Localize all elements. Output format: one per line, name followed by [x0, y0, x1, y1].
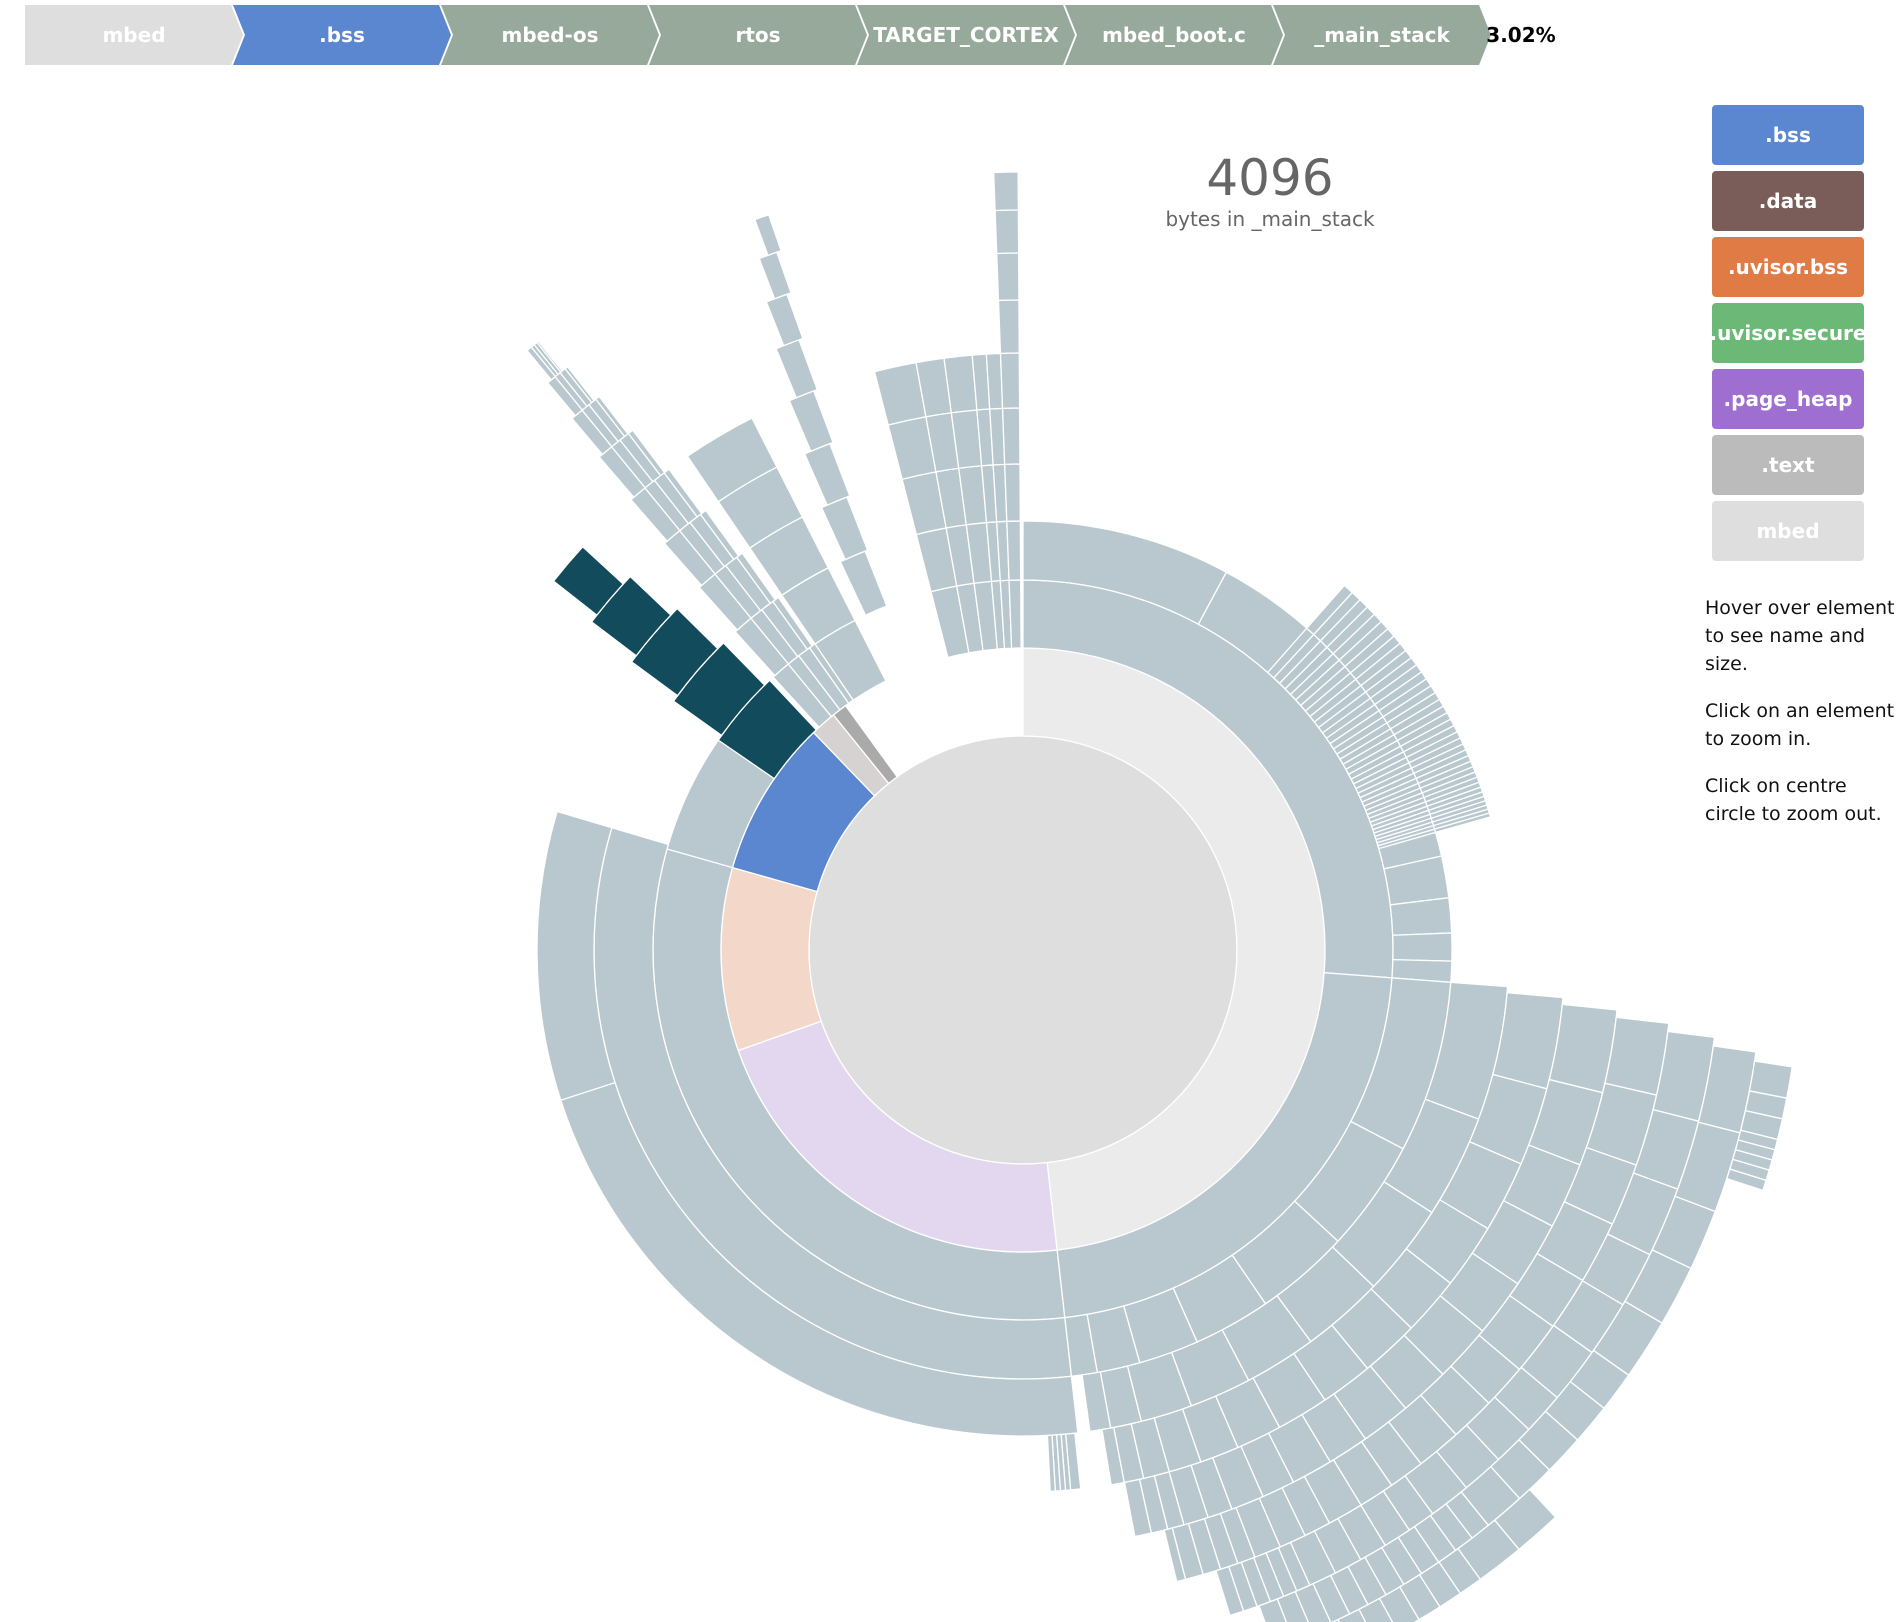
sunburst-segment-bss-desc[interactable] [686, 417, 778, 503]
breadcrumb: mbed .bss mbed-os rtos TARGET_CORTEX mbed_boo… [25, 5, 1556, 65]
help-hover: Hover over element to see name and size. [1705, 597, 1895, 675]
sunburst-segment-text-desc[interactable] [1215, 1565, 1245, 1617]
legend-item-uvisor-secure[interactable]: .uvisor.secure [1710, 303, 1867, 363]
breadcrumb-step-shape[interactable] [233, 5, 451, 65]
sunburst-segment-bss-desc[interactable] [663, 468, 703, 518]
selected-size-value: 4096 [1206, 149, 1334, 207]
sunburst-segment-text-desc[interactable] [1389, 897, 1453, 936]
sunburst-segment-bss-desc[interactable] [536, 340, 564, 374]
sunburst-segment-bss-desc[interactable] [627, 429, 666, 477]
help-click-zoom-in: Click on an element to zoom in. [1705, 700, 1895, 750]
sunburst-segment-heap-fringe[interactable] [1046, 1434, 1057, 1493]
breadcrumb-step-label: mbed [102, 23, 165, 47]
sunburst-segment-selected-path[interactable] [552, 545, 625, 617]
help-click-zoom-out: Click on centre circle to zoom out. [1705, 775, 1882, 825]
breadcrumb-step-label: rtos [735, 23, 780, 47]
sunburst-segment-text-desc[interactable] [1163, 1527, 1187, 1583]
breadcrumb-step-shape[interactable] [1273, 5, 1491, 65]
sunburst-segment-bss-desc[interactable] [758, 251, 792, 300]
sunburst-segment-bss-desc[interactable] [788, 390, 834, 453]
sunburst-segment-bss-desc[interactable] [564, 365, 595, 404]
help-text: Hover over element to see name and size.… [1705, 594, 1902, 847]
legend-item-uvisor-bss[interactable]: .uvisor.bss [1712, 237, 1864, 297]
breadcrumb-step-label: mbed-os [502, 23, 599, 47]
sunburst-segment-bss-desc[interactable] [594, 395, 629, 438]
sunburst-segment-text-desc[interactable] [1101, 1426, 1125, 1486]
sunburst-segment-bss-desc[interactable] [765, 293, 804, 347]
sunburst-segment-uvisor-desc[interactable] [1004, 463, 1021, 522]
breadcrumb-step-shape[interactable] [1065, 5, 1283, 65]
sunburst-segment-uvisor-desc[interactable] [1008, 579, 1022, 649]
sunburst-segment-uvisor-desc[interactable] [993, 171, 1020, 212]
breadcrumb-step-shape[interactable] [25, 5, 243, 65]
breadcrumb-step-label: _main_stack [1314, 23, 1450, 47]
sunburst-segment-text-desc[interactable] [1392, 932, 1453, 962]
sunburst-segment-bss-desc[interactable] [775, 338, 819, 399]
selected-size-caption: bytes in _main_stack [1165, 207, 1375, 231]
legend-item-page-heap[interactable]: .page_heap [1712, 369, 1864, 429]
sunburst-segment-text-desc[interactable] [1725, 1168, 1767, 1192]
sunburst-segment-uvisor-desc[interactable] [1001, 407, 1021, 466]
sunburst-segment-bss-desc[interactable] [820, 496, 869, 561]
sunburst-segment-bss-desc[interactable] [699, 509, 740, 561]
sunburst-segment-uvisor-desc[interactable] [994, 209, 1020, 255]
legend-item-mbed[interactable]: mbed [1712, 501, 1864, 561]
breadcrumb-step-shape[interactable] [857, 5, 1075, 65]
sunburst-segment-uvisor-desc[interactable] [985, 352, 1004, 410]
sunburst-center-circle[interactable] [808, 735, 1238, 1165]
sunburst-segment-text-desc[interactable] [1317, 1618, 1354, 1622]
legend-item-data[interactable]: .data [1712, 171, 1864, 231]
sunburst-segment-data[interactable] [720, 866, 823, 1052]
sunburst-segment-text-fringe[interactable] [1433, 812, 1492, 834]
sunburst-segment-uvisor-desc[interactable] [999, 352, 1021, 410]
sunburst-segment-uvisor-desc[interactable] [997, 299, 1020, 355]
breadcrumb-step-shape[interactable] [441, 5, 659, 65]
sunburst-segment-bss-desc[interactable] [754, 213, 782, 257]
breadcrumb-step-label: .bss [319, 23, 365, 47]
sunburst-segment-uvisor-desc[interactable] [1006, 520, 1022, 581]
legend: .bss .data .uvisor.bss .uvisor.secure .p… [1710, 105, 1867, 567]
sunburst-segment-text-desc[interactable] [1123, 1478, 1153, 1538]
legend-item-text[interactable]: .text [1712, 435, 1864, 495]
sunburst-segment-heap-desc[interactable] [536, 810, 616, 1101]
breadcrumb-step-label: mbed_boot.c [1102, 23, 1246, 47]
legend-item-bss[interactable]: .bss [1712, 105, 1864, 165]
breadcrumb-step-label: TARGET_CORTEX [873, 23, 1059, 47]
sunburst-segment-text-desc[interactable] [1258, 1598, 1293, 1622]
explanation: 4096 bytes in _main_stack [1120, 150, 1420, 232]
sunburst-segment-uvisor-desc[interactable] [996, 252, 1020, 302]
breadcrumb-step-shape[interactable] [649, 5, 867, 65]
sunburst-segment-bss-desc[interactable] [803, 442, 851, 507]
breadcrumb-percentage: 3.02% [1486, 23, 1555, 47]
